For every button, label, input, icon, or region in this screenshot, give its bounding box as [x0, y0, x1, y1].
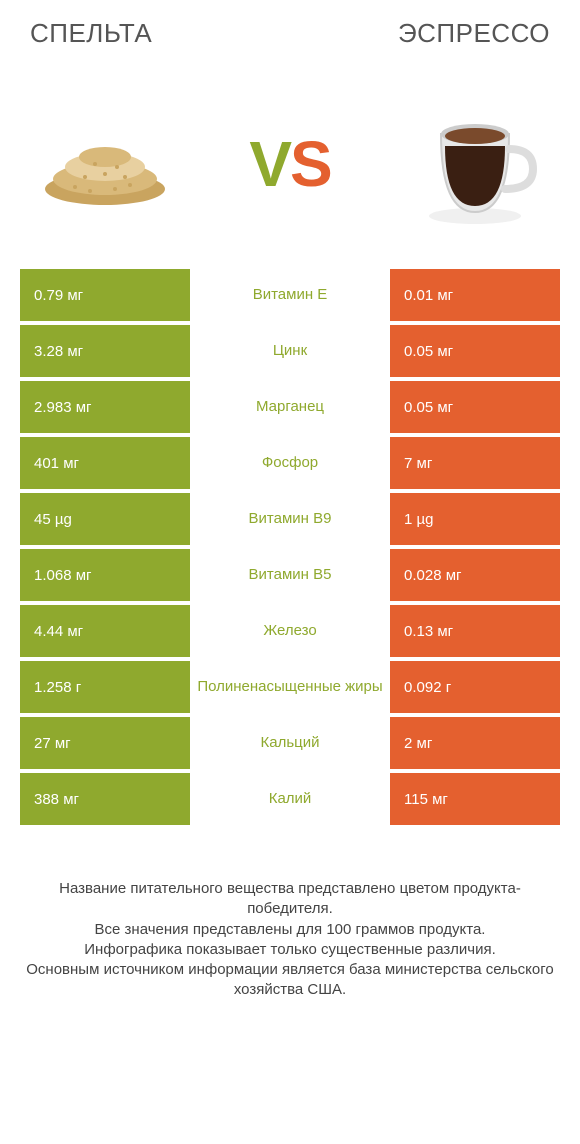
table-row: 27 мгКальций2 мг [20, 717, 560, 769]
left-value: 1.258 г [20, 661, 190, 713]
right-value: 2 мг [390, 717, 560, 769]
footer-line: Основным источником информации является … [24, 960, 556, 1001]
nutrient-label: Железо [190, 605, 390, 657]
left-value: 401 мг [20, 437, 190, 489]
nutrient-label: Витамин B5 [190, 549, 390, 601]
nutrient-label: Фосфор [190, 437, 390, 489]
right-value: 0.01 мг [390, 269, 560, 321]
nutrient-label: Витамин B9 [190, 493, 390, 545]
left-value: 4.44 мг [20, 605, 190, 657]
images-row: VS [0, 59, 580, 269]
table-row: 45 µgВитамин B91 µg [20, 493, 560, 545]
table-row: 1.258 гПолиненасыщенные жиры0.092 г [20, 661, 560, 713]
vs-v: V [249, 128, 290, 200]
right-value: 0.092 г [390, 661, 560, 713]
nutrient-label: Кальций [190, 717, 390, 769]
right-value: 1 µg [390, 493, 560, 545]
left-value: 2.983 мг [20, 381, 190, 433]
right-value: 0.05 мг [390, 325, 560, 377]
table-row: 4.44 мгЖелезо0.13 мг [20, 605, 560, 657]
nutrient-label: Калий [190, 773, 390, 825]
header: СПЕЛЬТА ЭСПРЕССО [0, 0, 580, 59]
footer-note: Название питательного вещества представл… [0, 829, 580, 1001]
right-value: 0.05 мг [390, 381, 560, 433]
table-row: 3.28 мгЦинк0.05 мг [20, 325, 560, 377]
right-value: 115 мг [390, 773, 560, 825]
left-value: 3.28 мг [20, 325, 190, 377]
right-value: 7 мг [390, 437, 560, 489]
table-row: 2.983 мгМарганец0.05 мг [20, 381, 560, 433]
table-row: 388 мгКалий115 мг [20, 773, 560, 825]
comparison-table: 0.79 мгВитамин E0.01 мг3.28 мгЦинк0.05 м… [0, 269, 580, 825]
vs-s: S [290, 128, 331, 200]
right-product-title: ЭСПРЕССО [398, 18, 550, 49]
nutrient-label: Витамин E [190, 269, 390, 321]
right-value: 0.13 мг [390, 605, 560, 657]
left-value: 45 µg [20, 493, 190, 545]
nutrient-label: Марганец [190, 381, 390, 433]
espresso-icon [400, 89, 550, 239]
footer-line: Инфографика показывает только существенн… [24, 940, 556, 960]
left-product-title: СПЕЛЬТА [30, 18, 152, 49]
left-value: 388 мг [20, 773, 190, 825]
spelt-icon [30, 89, 180, 239]
table-row: 0.79 мгВитамин E0.01 мг [20, 269, 560, 321]
footer-line: Все значения представлены для 100 граммо… [24, 920, 556, 940]
table-row: 401 мгФосфор7 мг [20, 437, 560, 489]
nutrient-label: Цинк [190, 325, 390, 377]
left-value: 27 мг [20, 717, 190, 769]
table-row: 1.068 мгВитамин B50.028 мг [20, 549, 560, 601]
left-value: 1.068 мг [20, 549, 190, 601]
right-value: 0.028 мг [390, 549, 560, 601]
left-value: 0.79 мг [20, 269, 190, 321]
footer-line: Название питательного вещества представл… [24, 879, 556, 920]
nutrient-label: Полиненасыщенные жиры [190, 661, 390, 713]
vs-label: VS [249, 127, 330, 201]
